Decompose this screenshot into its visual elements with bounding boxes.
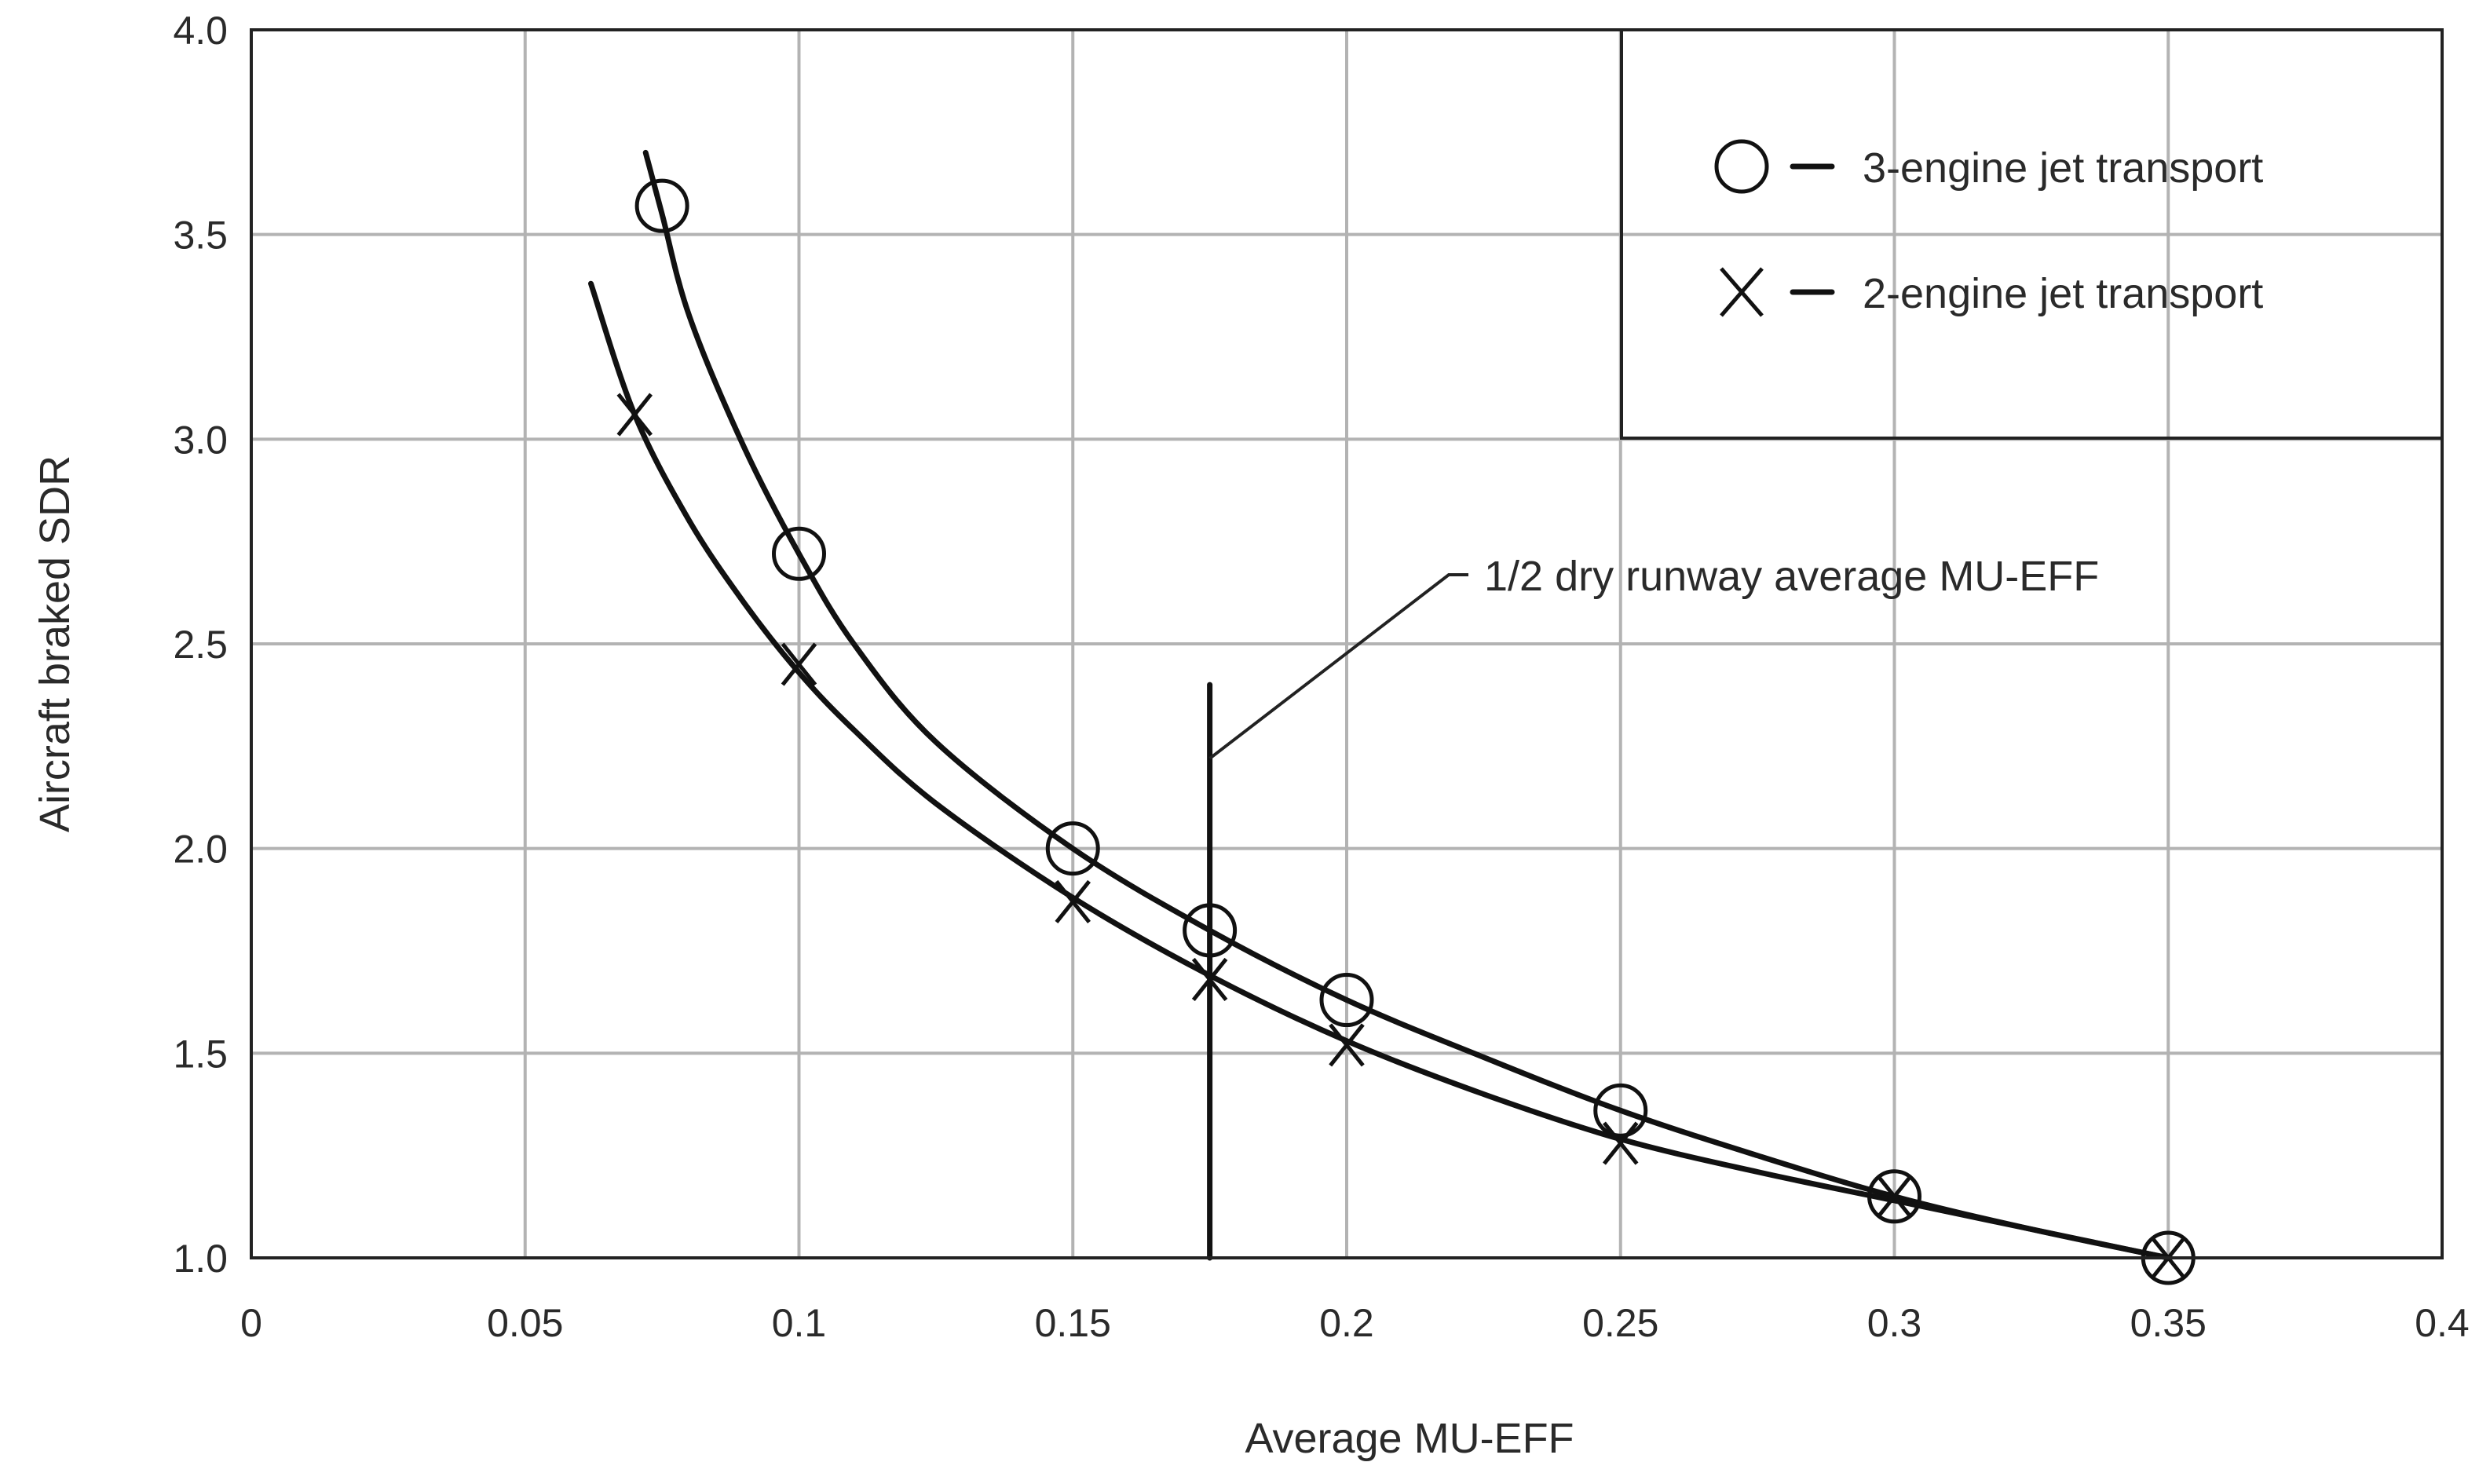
x-tick-label: 0.35 <box>2130 1301 2207 1345</box>
series-curve-2-engine <box>588 280 2171 1261</box>
annotation-label: 1/2 dry runway average MU-EFF <box>1484 553 2099 600</box>
data-point-x-stroke <box>1329 1023 1365 1067</box>
data-point-x <box>1329 1023 1365 1067</box>
legend-label-3-engine: 3-engine jet transport <box>1863 144 2263 192</box>
grid-layer <box>251 30 2442 1258</box>
x-tick-label: 0 <box>240 1301 262 1345</box>
legend-circle-marker-icon <box>1714 139 1769 194</box>
legend-x-stroke <box>1720 267 1764 317</box>
data-point-x-stroke <box>616 393 653 437</box>
y-tick-label: 4.0 <box>173 9 228 53</box>
y-tick-label: 3.0 <box>173 418 228 462</box>
x-tick-label: 0.1 <box>772 1301 827 1345</box>
data-point-circle <box>1593 1083 1648 1138</box>
data-point-circle <box>1045 821 1100 876</box>
curve-layer <box>588 149 2171 1261</box>
y-tick-label: 1.5 <box>173 1032 228 1076</box>
y-tick-label: 3.5 <box>173 214 228 258</box>
data-point-x-stroke <box>1055 879 1091 924</box>
data-point-circle <box>1319 973 1374 1028</box>
series-curve-3-engine <box>642 149 2171 1261</box>
annotation-leader-line <box>1208 573 1468 760</box>
y-tick-label: 1.0 <box>173 1237 228 1281</box>
data-point-x <box>616 393 653 437</box>
data-point-x <box>1876 1175 1913 1219</box>
data-point-x-stroke <box>1876 1175 1913 1219</box>
tick-label-layer: 0 0.05 0.1 0.15 0.2 0.25 0.3 0.35 0.4 1.0 1.5 2.0 2.… <box>173 9 2469 1345</box>
y-tick-label: 2.5 <box>173 623 228 667</box>
data-point-circle <box>772 526 826 581</box>
x-tick-label: 0.4 <box>2415 1301 2470 1345</box>
data-point-x-stroke <box>781 642 817 686</box>
data-point-x <box>781 642 817 686</box>
legend-label-2-engine: 2-engine jet transport <box>1863 270 2263 317</box>
plot-frame <box>250 28 2444 1259</box>
x-axis-title: Average MU-EFF <box>1245 1415 1574 1462</box>
data-point-x-stroke <box>1191 957 1228 1002</box>
annotation-layer <box>1207 573 1468 1261</box>
legend: 3-engine jet transport 2-engine jet tran… <box>1620 28 2444 440</box>
x-tick-label: 0.3 <box>1867 1301 1922 1345</box>
data-point-circle <box>634 178 689 233</box>
data-point-x <box>1055 879 1091 924</box>
x-tick-label: 0.25 <box>1582 1301 1658 1345</box>
data-point-circle <box>1867 1169 1921 1224</box>
x-tick-label: 0.05 <box>487 1301 563 1345</box>
y-tick-label: 2.0 <box>173 828 228 872</box>
data-point-x <box>1602 1121 1639 1165</box>
legend-box <box>1620 28 2444 440</box>
y-axis-title: Aircraft braked SDR <box>31 455 79 832</box>
data-point-x <box>1191 957 1228 1002</box>
legend-x-marker-icon <box>1720 267 1764 317</box>
data-point-circle <box>1183 903 1238 958</box>
x-tick-label: 0.2 <box>1319 1301 1374 1345</box>
data-point-x-stroke <box>1602 1121 1639 1165</box>
x-tick-label: 0.15 <box>1035 1301 1111 1345</box>
